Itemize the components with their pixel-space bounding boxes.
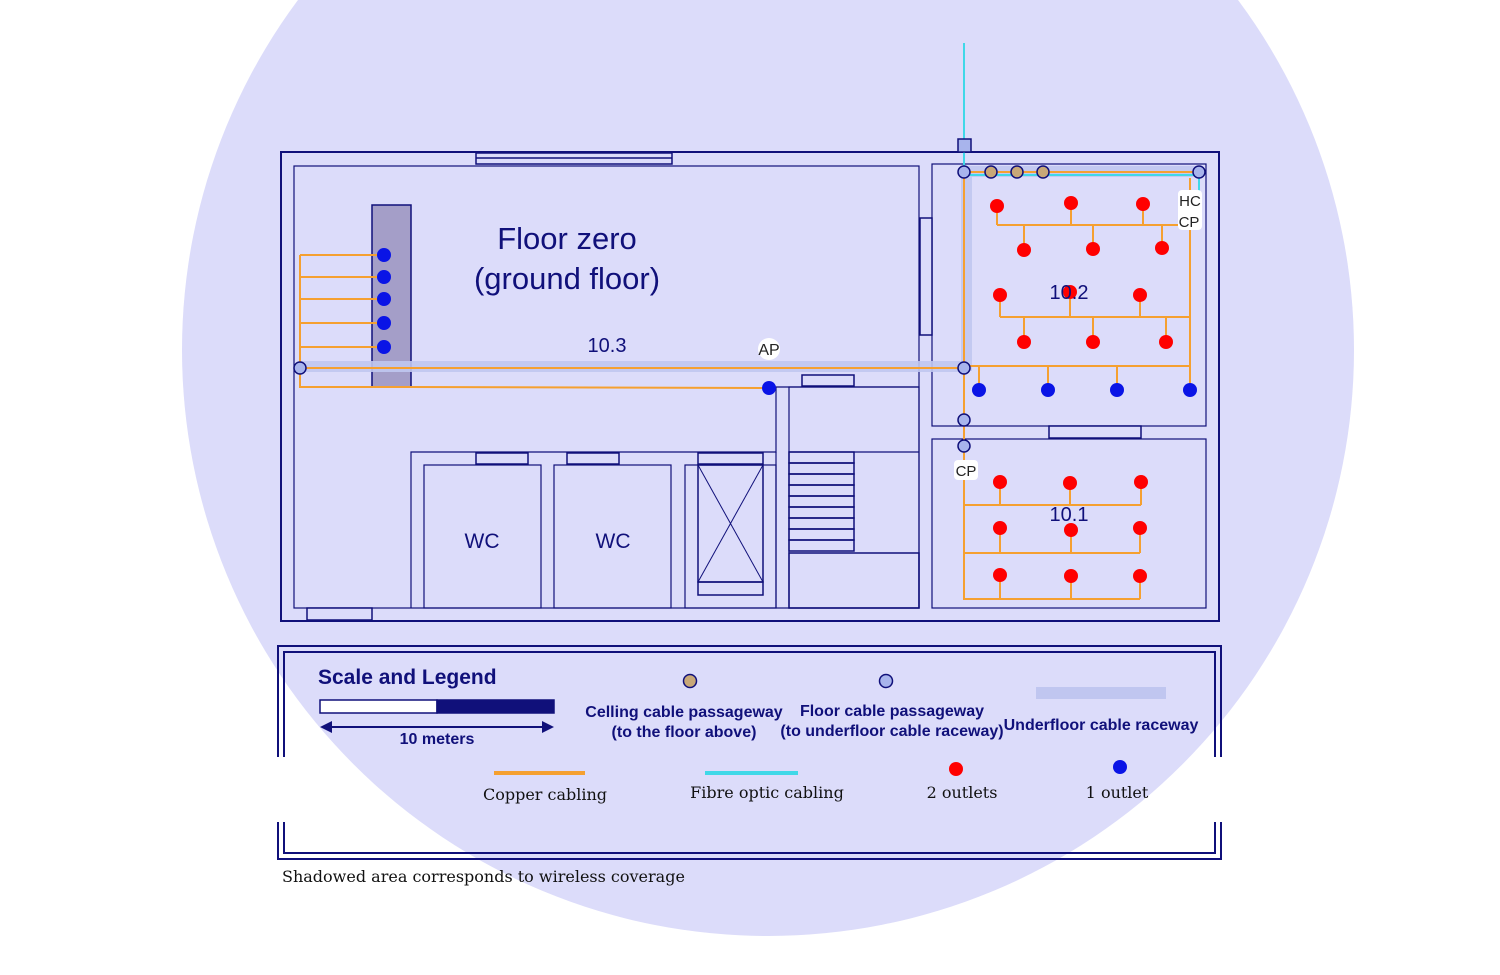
underfloor-raceway-vertical — [961, 172, 972, 371]
room-10-1-walls — [931, 438, 1207, 609]
legend-two-outlets-symbol — [949, 762, 963, 776]
hc-label: HC — [1179, 193, 1201, 210]
legend-one-outlet-label: 1 outlet — [1086, 783, 1149, 802]
access-point-label: AP — [758, 342, 779, 359]
legend-raceway-symbol — [1036, 687, 1166, 699]
legend-ceiling-line1: Celling cable passageway — [585, 704, 783, 721]
elevator-door — [697, 452, 764, 465]
legend-two-outlets-label: 2 outlets — [927, 783, 998, 802]
one-outlet-points — [377, 248, 1197, 397]
room-label-10-3: 10.3 — [588, 335, 627, 357]
wc-1-door — [475, 452, 529, 465]
building-outline — [280, 151, 1220, 622]
bottom-door — [306, 607, 373, 621]
legend-fibre-label: Fibre optic cabling — [690, 783, 844, 802]
wc-label-2: WC — [596, 530, 631, 553]
legend-frame — [277, 645, 1222, 860]
wc-2-door — [566, 452, 620, 465]
floor-title-line2: (ground floor) — [474, 261, 660, 296]
coverage-footnote: Shadowed area corresponds to wireless co… — [282, 867, 685, 886]
legend-ceiling-line2: (to the floor above) — [612, 724, 757, 741]
wc-room-2 — [553, 464, 672, 609]
stair-step — [788, 539, 855, 552]
room-10-2-door — [919, 217, 933, 336]
stair-steps — [788, 451, 855, 552]
wc-label-1: WC — [465, 530, 500, 553]
floor-title-line1: Floor zero — [497, 221, 637, 256]
legend-floor-line2: (to underfloor cable raceway) — [780, 723, 1003, 740]
ceiling-passageways — [984, 165, 1050, 179]
stair-door — [801, 374, 855, 387]
legend-copper-label: Copper cabling — [483, 785, 607, 804]
legend-one-outlet-symbol — [1113, 760, 1127, 774]
legend-raceway-label: Underfloor cable raceway — [1004, 717, 1199, 734]
two-outlet-points — [990, 196, 1173, 583]
scale-label: 10 meters — [400, 731, 475, 748]
scale-bar-light — [319, 699, 438, 714]
legend-floor-line1: Floor cable passageway — [800, 703, 984, 720]
scale-bar-dark — [436, 699, 555, 714]
room-10-1-door — [1048, 425, 1142, 439]
legend-ceiling-passage-symbol — [682, 673, 698, 689]
floor-passageways — [293, 165, 1206, 453]
wc-room-1 — [423, 464, 542, 609]
copper-cabling — [299, 171, 1199, 600]
cp-label-mid: CP — [956, 463, 977, 480]
room-label-10-2: 10.2 — [1050, 282, 1089, 304]
legend-title: Scale and Legend — [318, 666, 497, 689]
room-label-10-1: 10.1 — [1050, 504, 1089, 526]
underfloor-raceway-horizontal — [300, 361, 966, 372]
legend-floor-passage-symbol — [878, 673, 894, 689]
cp-label-top: CP — [1179, 214, 1200, 231]
riser-box — [957, 138, 972, 153]
